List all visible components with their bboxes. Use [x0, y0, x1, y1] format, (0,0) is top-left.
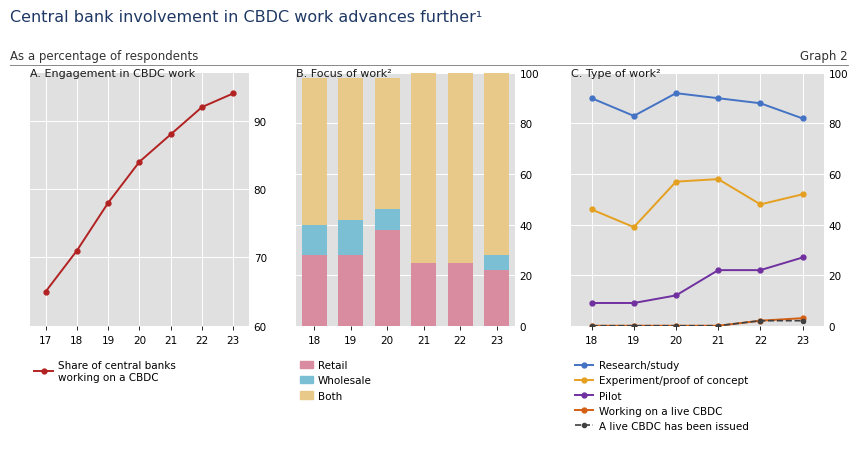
Bar — [338, 256, 363, 326]
Bar — [338, 220, 363, 256]
Legend: Research/study, Experiment/proof of concept, Pilot, Working on a live CBDC, A li: Research/study, Experiment/proof of conc… — [571, 357, 752, 436]
Bar — [302, 79, 327, 225]
Text: As a percentage of respondents: As a percentage of respondents — [10, 50, 199, 63]
Bar — [375, 79, 400, 210]
Bar — [484, 74, 509, 256]
Bar — [302, 225, 327, 256]
Bar — [375, 210, 400, 230]
Bar — [411, 74, 436, 263]
Legend: Retail, Wholesale, Both: Retail, Wholesale, Both — [296, 357, 376, 405]
Legend: Share of central banks
working on a CBDC: Share of central banks working on a CBDC — [30, 357, 180, 386]
Text: C. Type of work²: C. Type of work² — [571, 69, 660, 79]
Bar — [411, 263, 436, 326]
Text: Graph 2: Graph 2 — [800, 50, 848, 63]
Bar — [338, 79, 363, 220]
Bar — [302, 256, 327, 326]
Text: A. Engagement in CBDC work: A. Engagement in CBDC work — [30, 69, 196, 79]
Bar — [484, 256, 509, 270]
Bar — [448, 263, 473, 326]
Text: Central bank involvement in CBDC work advances further¹: Central bank involvement in CBDC work ad… — [10, 10, 482, 25]
Text: B. Focus of work²: B. Focus of work² — [296, 69, 392, 79]
Bar — [375, 230, 400, 326]
Bar — [484, 270, 509, 326]
Bar — [448, 74, 473, 263]
